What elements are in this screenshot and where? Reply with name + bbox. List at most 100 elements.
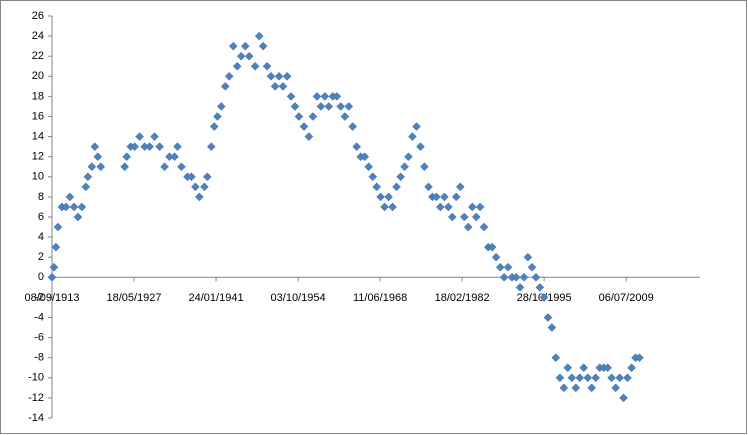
data-point	[200, 182, 209, 192]
data-point	[487, 242, 497, 252]
data-point	[388, 202, 397, 212]
x-tick-label: 18/05/1927	[106, 292, 161, 304]
data-point	[228, 41, 238, 51]
data-point	[571, 383, 581, 393]
data-point	[615, 373, 624, 383]
data-point	[408, 132, 417, 141]
data-point	[155, 142, 164, 152]
data-point	[93, 152, 103, 162]
data-point	[232, 61, 242, 71]
y-tick-label: 4	[38, 231, 44, 243]
data-point	[396, 172, 405, 182]
y-tick-label: 6	[38, 211, 44, 223]
data-point	[340, 112, 350, 121]
data-point	[368, 172, 378, 182]
y-tick-label: 24	[32, 30, 44, 42]
x-tick-label: 06/07/2009	[599, 292, 654, 304]
data-point	[270, 81, 280, 91]
y-tick-label: 0	[38, 271, 44, 283]
data-point	[531, 272, 541, 282]
data-point	[400, 162, 409, 172]
data-point	[262, 61, 272, 71]
data-point	[384, 192, 393, 202]
data-point	[380, 202, 389, 212]
y-tick-label: 12	[32, 151, 44, 163]
data-point	[491, 252, 501, 262]
data-point	[559, 383, 569, 393]
data-point	[130, 142, 140, 152]
y-tick-label: -14	[28, 412, 44, 424]
data-point	[563, 363, 573, 373]
data-point	[623, 373, 632, 383]
y-tick-label: 22	[32, 50, 44, 62]
data-point	[96, 162, 106, 172]
data-point	[282, 71, 292, 81]
y-tick-label: 18	[32, 90, 44, 102]
data-point	[603, 363, 612, 373]
data-point	[635, 353, 644, 363]
data-point	[266, 71, 276, 81]
data-point	[555, 373, 565, 383]
data-point	[191, 182, 200, 192]
data-point	[135, 132, 144, 141]
data-point	[65, 192, 75, 202]
data-point	[150, 132, 159, 141]
data-point	[206, 142, 216, 152]
data-point	[543, 313, 553, 322]
data-point	[575, 373, 585, 383]
data-point	[519, 272, 529, 282]
data-point	[187, 172, 196, 182]
data-point	[224, 71, 234, 81]
data-point	[435, 202, 445, 212]
data-point	[440, 192, 449, 202]
data-point	[170, 152, 179, 162]
data-point	[316, 102, 326, 111]
data-point	[90, 142, 100, 152]
data-point	[535, 282, 545, 292]
data-point	[173, 142, 182, 152]
data-point	[551, 353, 561, 363]
x-tick-label: 03/10/1954	[271, 292, 326, 304]
data-point	[254, 31, 264, 41]
data-point	[352, 142, 361, 152]
y-tick-label: 2	[38, 251, 44, 263]
data-point	[51, 242, 61, 252]
data-point	[216, 102, 226, 111]
data-point	[451, 192, 461, 202]
data-point	[69, 202, 79, 212]
data-point	[61, 202, 71, 212]
y-tick-label: -12	[28, 392, 44, 404]
data-point	[587, 383, 597, 393]
data-point	[467, 202, 477, 212]
data-point	[194, 192, 204, 202]
data-point	[611, 383, 621, 393]
y-tick-label: -6	[34, 332, 44, 344]
data-point	[320, 92, 330, 101]
data-point	[607, 373, 616, 383]
data-point	[324, 102, 334, 111]
data-point	[250, 61, 260, 71]
y-tick-label: -2	[34, 291, 44, 303]
data-point	[499, 272, 509, 282]
data-point	[471, 212, 481, 222]
data-point	[503, 262, 513, 272]
data-point	[619, 393, 628, 403]
data-point	[236, 51, 246, 61]
data-point	[447, 212, 457, 222]
data-point	[424, 182, 433, 192]
data-point	[244, 51, 254, 61]
data-point	[579, 363, 589, 373]
data-point	[304, 132, 314, 141]
data-point	[344, 102, 354, 111]
x-tick-label: 24/01/1941	[189, 292, 244, 304]
data-point	[364, 162, 373, 172]
data-point	[77, 202, 87, 212]
data-point	[47, 272, 57, 282]
data-point	[583, 373, 593, 383]
data-point	[443, 202, 453, 212]
data-point	[145, 142, 154, 152]
data-point	[332, 92, 342, 101]
data-point	[416, 142, 425, 152]
x-tick-label: 18/02/1982	[435, 292, 490, 304]
